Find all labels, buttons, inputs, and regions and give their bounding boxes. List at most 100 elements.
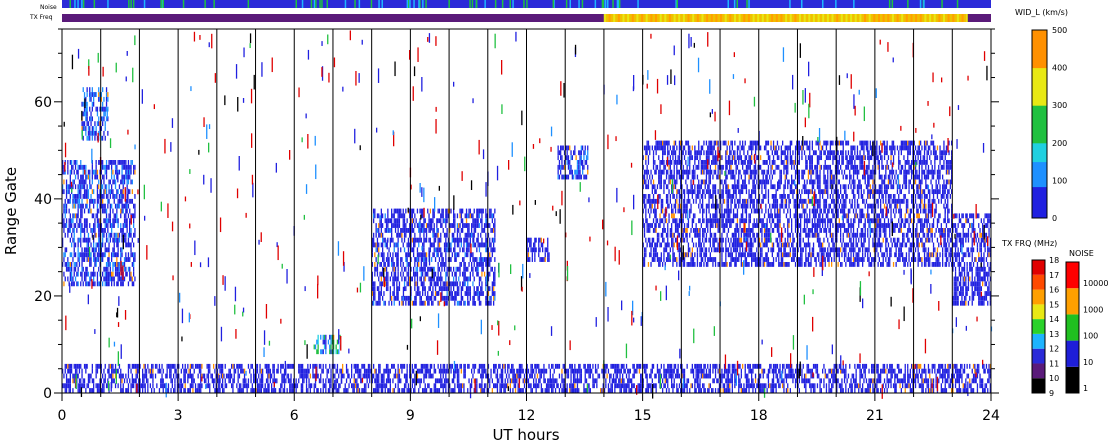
scatter-cell	[396, 295, 398, 301]
scatter-cell	[410, 228, 412, 233]
scatter-cell	[447, 257, 450, 262]
scatter-cell	[121, 237, 123, 243]
scatter-cell	[67, 198, 69, 204]
txfreq-mark	[617, 14, 620, 22]
scatter-cell	[409, 232, 411, 238]
scatter-cell	[803, 383, 806, 389]
scatter-cell	[449, 281, 451, 287]
scatter-cell	[487, 247, 490, 253]
scatter-cell	[899, 378, 901, 384]
scatter-cell	[120, 223, 122, 228]
scatter-cell	[468, 291, 470, 296]
scatter-cell	[129, 276, 131, 282]
scatter-cell	[397, 295, 399, 301]
scatter-cell	[126, 184, 128, 190]
scatter-cell	[254, 388, 256, 393]
scatter-cell	[731, 368, 733, 374]
scatter-cell	[120, 388, 122, 393]
scatter-cell	[371, 276, 373, 282]
scatter-cell	[456, 213, 459, 219]
scatter-cell	[356, 383, 358, 389]
scatter-cell	[151, 388, 153, 393]
noise-strip-mark	[676, 0, 678, 8]
scatter-cell	[867, 383, 869, 389]
scatter-cell	[544, 247, 546, 253]
scatter-cell	[94, 228, 96, 233]
scatter-cell	[143, 378, 145, 384]
scatter-cell	[727, 388, 730, 393]
scatter-cell	[125, 160, 127, 165]
scatter-cell	[95, 242, 97, 248]
scatter-cell	[393, 373, 395, 379]
scatter-cell	[382, 271, 384, 277]
scatter-cell	[774, 368, 776, 374]
scatter-cell	[425, 223, 428, 228]
txfreq-mark	[659, 14, 662, 22]
scatter-cell	[654, 208, 656, 214]
scatter-cell	[389, 286, 391, 292]
scatter-cell	[565, 388, 567, 393]
scatter-cell	[103, 203, 105, 209]
scatter-cell	[407, 266, 410, 272]
scatter-cell	[931, 363, 933, 369]
scatter-cell	[371, 247, 373, 253]
txfreq-mark	[636, 14, 639, 22]
scatter-cell	[571, 174, 573, 180]
scatter-cell	[98, 257, 100, 262]
scatter-cell	[699, 368, 701, 374]
scatter-cell	[960, 363, 962, 369]
scatter-cell	[436, 223, 438, 228]
scatter-cell	[413, 242, 415, 248]
scatter-cell	[801, 378, 803, 384]
scatter-cell	[389, 218, 391, 224]
scatter-cell	[185, 368, 188, 374]
scatter-cell	[434, 383, 437, 389]
scatter-cell	[254, 373, 256, 379]
scatter-cell	[105, 116, 108, 122]
scatter-cell	[614, 388, 616, 393]
scatter-cell	[424, 228, 426, 233]
txfreq-mark	[864, 14, 866, 22]
scatter-cell	[83, 208, 86, 214]
scatter-cell	[267, 378, 269, 384]
scatter-cell	[633, 383, 635, 389]
scatter-cell	[396, 373, 398, 379]
scatter-cell	[400, 213, 402, 219]
scatter-cell	[133, 242, 135, 248]
scatter-cell	[851, 383, 853, 389]
scatter-cell	[375, 373, 377, 379]
noise-strip-mark	[407, 0, 410, 8]
scatter-cell	[397, 373, 399, 379]
scatter-cell	[384, 388, 386, 393]
scatter-cell	[718, 373, 721, 379]
scatter-cell	[111, 232, 113, 238]
scatter-cell	[667, 363, 669, 369]
scatter-cell	[606, 373, 608, 379]
scatter-cell	[850, 383, 852, 389]
scatter-cell	[527, 257, 530, 262]
scatter-cell	[379, 300, 381, 306]
scatter-cell	[642, 262, 644, 267]
scatter-cell	[945, 388, 948, 393]
scatter-cell	[114, 271, 117, 277]
scatter-cell	[681, 373, 683, 379]
scatter-cell	[98, 198, 100, 204]
scatter-cell	[792, 368, 794, 374]
scatter-cell	[100, 116, 102, 122]
scatter-cell	[214, 388, 216, 393]
scatter-cell	[453, 286, 455, 292]
scatter-cell	[423, 276, 425, 282]
scatter-cell	[762, 373, 764, 379]
scatter-cell	[149, 383, 151, 389]
scatter-cell	[584, 160, 586, 165]
scatter-cell	[413, 218, 415, 224]
scatter-cell	[803, 373, 806, 379]
scatter-cell	[111, 189, 113, 195]
scatter-cell	[351, 363, 353, 369]
scatter-cell	[378, 295, 380, 301]
scatter-cell	[367, 368, 370, 374]
scatter-cell	[77, 223, 79, 228]
scatter-cell	[65, 383, 68, 389]
scatter-cell	[794, 368, 797, 374]
scatter-cell	[446, 247, 448, 253]
